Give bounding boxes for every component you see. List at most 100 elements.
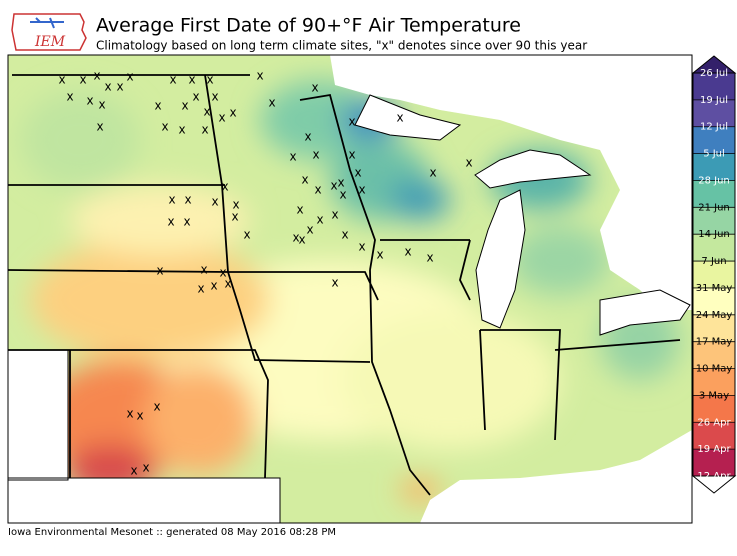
station-marker: x bbox=[224, 277, 231, 291]
colorbar-label: 10 May bbox=[696, 364, 733, 375]
colorbar-label: 12 Apr bbox=[697, 471, 731, 482]
colorbar-band bbox=[693, 422, 735, 450]
station-marker: x bbox=[426, 251, 433, 265]
station-marker: x bbox=[210, 279, 217, 293]
station-marker: x bbox=[218, 111, 225, 125]
station-marker: x bbox=[79, 73, 86, 87]
station-marker: x bbox=[316, 213, 323, 227]
colorbar-band bbox=[693, 234, 735, 262]
station-marker: x bbox=[168, 193, 175, 207]
station-marker: x bbox=[232, 198, 239, 212]
station-marker: x bbox=[296, 203, 303, 217]
station-marker: x bbox=[206, 73, 213, 87]
colorbar-band bbox=[693, 99, 735, 128]
station-marker: x bbox=[184, 193, 191, 207]
station-marker: x bbox=[211, 195, 218, 209]
station-marker: x bbox=[203, 105, 210, 119]
colorbar-band bbox=[693, 395, 735, 423]
station-marker: x bbox=[306, 223, 313, 237]
station-marker: x bbox=[229, 106, 236, 120]
station-marker: x bbox=[298, 233, 305, 247]
station-marker: x bbox=[86, 94, 93, 108]
station-marker: x bbox=[304, 130, 311, 144]
station-marker: x bbox=[337, 176, 344, 190]
station-marker: x bbox=[348, 115, 355, 129]
station-marker: x bbox=[96, 120, 103, 134]
station-marker: x bbox=[429, 166, 436, 180]
station-marker: x bbox=[341, 228, 348, 242]
map-frame bbox=[7, 54, 693, 524]
station-marker: x bbox=[301, 173, 308, 187]
station-marker: x bbox=[358, 240, 365, 254]
station-marker: x bbox=[256, 69, 263, 83]
station-marker: x bbox=[465, 156, 472, 170]
colorbar-band bbox=[693, 126, 735, 155]
station-marker: x bbox=[66, 90, 73, 104]
station-marker: x bbox=[58, 73, 65, 87]
logo-text: IEM bbox=[34, 34, 66, 50]
colorbar-label: 26 Jul bbox=[700, 68, 728, 79]
station-marker: x bbox=[200, 263, 207, 277]
station-marker: x bbox=[181, 99, 188, 113]
colorbar-label: 7 Jun bbox=[701, 256, 726, 267]
station-marker: x bbox=[161, 120, 168, 134]
colorbar-label: 19 Apr bbox=[697, 444, 731, 455]
colorbar-label: 28 Jun bbox=[698, 175, 730, 186]
colorbar-band bbox=[693, 73, 735, 101]
station-marker: x bbox=[178, 123, 185, 137]
station-marker: x bbox=[169, 73, 176, 87]
colorbar-label: 26 Apr bbox=[697, 417, 731, 428]
station-marker: x bbox=[330, 179, 337, 193]
station-marker: x bbox=[130, 464, 137, 478]
colorbar-band bbox=[693, 180, 735, 208]
colorbar-label: 14 Jun bbox=[698, 229, 730, 240]
station-marker: x bbox=[354, 166, 361, 180]
footer: Iowa Environmental Mesonet :: generated … bbox=[8, 527, 336, 538]
colorbar-band bbox=[693, 153, 735, 181]
station-marker: x bbox=[243, 228, 250, 242]
subtitle: Climatology based on long term climate s… bbox=[96, 39, 587, 53]
station-marker: x bbox=[136, 409, 143, 423]
colorbar-label: 3 May bbox=[699, 390, 729, 401]
station-marker: x bbox=[142, 461, 149, 475]
colorbar-label: 17 May bbox=[696, 337, 733, 348]
station-marker: x bbox=[153, 400, 160, 414]
station-marker: x bbox=[154, 99, 161, 113]
station-marker: x bbox=[376, 248, 383, 262]
station-marker: x bbox=[156, 264, 163, 278]
station-marker: x bbox=[219, 266, 226, 280]
colorbar-band bbox=[693, 207, 735, 235]
station-marker: x bbox=[93, 69, 100, 83]
station-marker: x bbox=[183, 215, 190, 229]
station-marker: x bbox=[339, 188, 346, 202]
logo: IEM bbox=[11, 13, 87, 51]
station-marker: x bbox=[192, 90, 199, 104]
station-marker: x bbox=[98, 98, 105, 112]
station-marker: x bbox=[289, 150, 296, 164]
station-marker: x bbox=[311, 81, 318, 95]
title: Average First Date of 90+°F Air Temperat… bbox=[96, 15, 521, 37]
station-marker: x bbox=[104, 80, 111, 94]
station-marker: x bbox=[116, 80, 123, 94]
colorbar-band bbox=[693, 341, 735, 370]
colorbar-band bbox=[693, 368, 735, 396]
station-marker: x bbox=[358, 183, 365, 197]
colorbar-label: 24 May bbox=[696, 310, 733, 321]
station-marker: x bbox=[292, 231, 299, 245]
colorbar-band bbox=[693, 261, 735, 289]
station-marker: x bbox=[201, 123, 208, 137]
station-marker: x bbox=[167, 215, 174, 229]
colorbar-band bbox=[693, 449, 735, 477]
station-marker: x bbox=[331, 276, 338, 290]
colorbar-label: 31 May bbox=[696, 283, 733, 294]
station-marker: x bbox=[404, 245, 411, 259]
colorbar-label: 19 Jul bbox=[700, 95, 728, 106]
station-marker: x bbox=[331, 208, 338, 222]
colorbar-band bbox=[693, 287, 735, 316]
station-marker: x bbox=[188, 73, 195, 87]
station-marker: x bbox=[396, 111, 403, 125]
station-marker: x bbox=[197, 282, 204, 296]
